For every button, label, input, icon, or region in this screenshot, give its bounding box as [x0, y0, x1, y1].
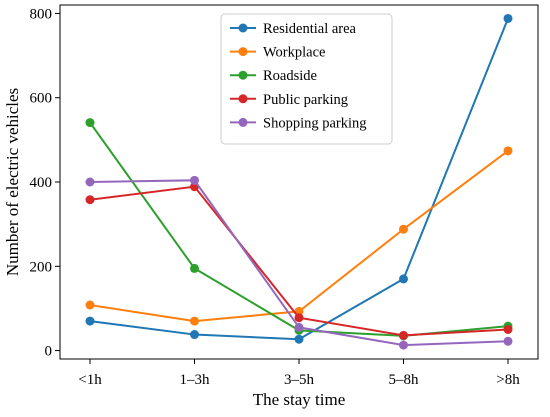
legend-item-public-parking: Public parking	[230, 92, 348, 108]
data-point-residential-area	[399, 274, 408, 284]
data-point-public-parking	[294, 313, 304, 323]
series-shopping-parking	[85, 175, 513, 350]
data-point-public-parking	[503, 325, 513, 334]
x-tick-label: <1h	[78, 372, 102, 388]
x-axis-label: The stay time	[253, 390, 346, 409]
series-group	[85, 13, 513, 350]
x-tick-label: 3–5h	[284, 372, 315, 388]
legend: Residential area Workplace Roadside Public …	[220, 13, 393, 145]
legend-item-residential-area: Residential area	[230, 21, 357, 37]
x-axis: <1h 1–3h 3–5h 5–8h >8h	[78, 359, 520, 388]
data-point-workplace	[503, 146, 513, 156]
x-tick-label: 5–8h	[389, 372, 420, 388]
series-line-roadside	[89, 121, 509, 337]
data-point-shopping-parking	[190, 175, 199, 185]
data-point-public-parking	[399, 330, 408, 340]
data-point-residential-area	[503, 13, 513, 23]
data-point-residential-area	[294, 334, 304, 344]
y-axis-label: Number of electric vehicles	[3, 88, 22, 276]
x-tick-label: 1–3h	[180, 372, 211, 388]
data-point-roadside	[85, 118, 95, 128]
legend-marker-residential-area	[238, 23, 248, 33]
y-tick-label: 800	[30, 6, 53, 22]
y-tick-label: 400	[30, 175, 53, 191]
x-tick-label: >8h	[496, 372, 520, 388]
legend-item-workplace: Workplace	[230, 45, 325, 61]
series-public-parking	[85, 182, 513, 340]
data-point-shopping-parking	[503, 336, 513, 346]
legend-label-roadside: Roadside	[263, 68, 317, 84]
legend-marker-public-parking	[238, 94, 248, 104]
legend-marker-roadside	[238, 70, 248, 80]
data-point-workplace	[399, 224, 408, 234]
y-tick-label: 200	[30, 259, 53, 275]
legend-item-roadside: Roadside	[230, 68, 317, 84]
data-point-shopping-parking	[399, 340, 408, 350]
legend-label-residential-area: Residential area	[263, 21, 357, 37]
legend-label-shopping-parking: Shopping parking	[263, 115, 367, 131]
legend-box	[220, 13, 393, 145]
y-tick-label: 0	[45, 344, 53, 360]
data-point-roadside	[190, 263, 199, 273]
legend-label-workplace: Workplace	[263, 45, 325, 61]
legend-label-public-parking: Public parking	[263, 92, 348, 108]
data-point-residential-area	[85, 316, 95, 326]
series-workplace	[85, 146, 513, 326]
series-residential-area	[85, 13, 513, 344]
data-point-workplace	[190, 316, 199, 326]
legend-marker-shopping-parking	[238, 117, 248, 127]
data-point-public-parking	[85, 195, 95, 205]
legend-marker-workplace	[238, 47, 248, 57]
y-tick-label: 600	[30, 91, 53, 107]
data-point-shopping-parking	[294, 322, 304, 332]
data-point-workplace	[85, 300, 95, 310]
legend-item-shopping-parking: Shopping parking	[230, 115, 367, 131]
data-point-residential-area	[190, 330, 199, 340]
y-axis: 0 200 400 600 800	[30, 6, 60, 360]
data-point-shopping-parking	[85, 177, 95, 187]
